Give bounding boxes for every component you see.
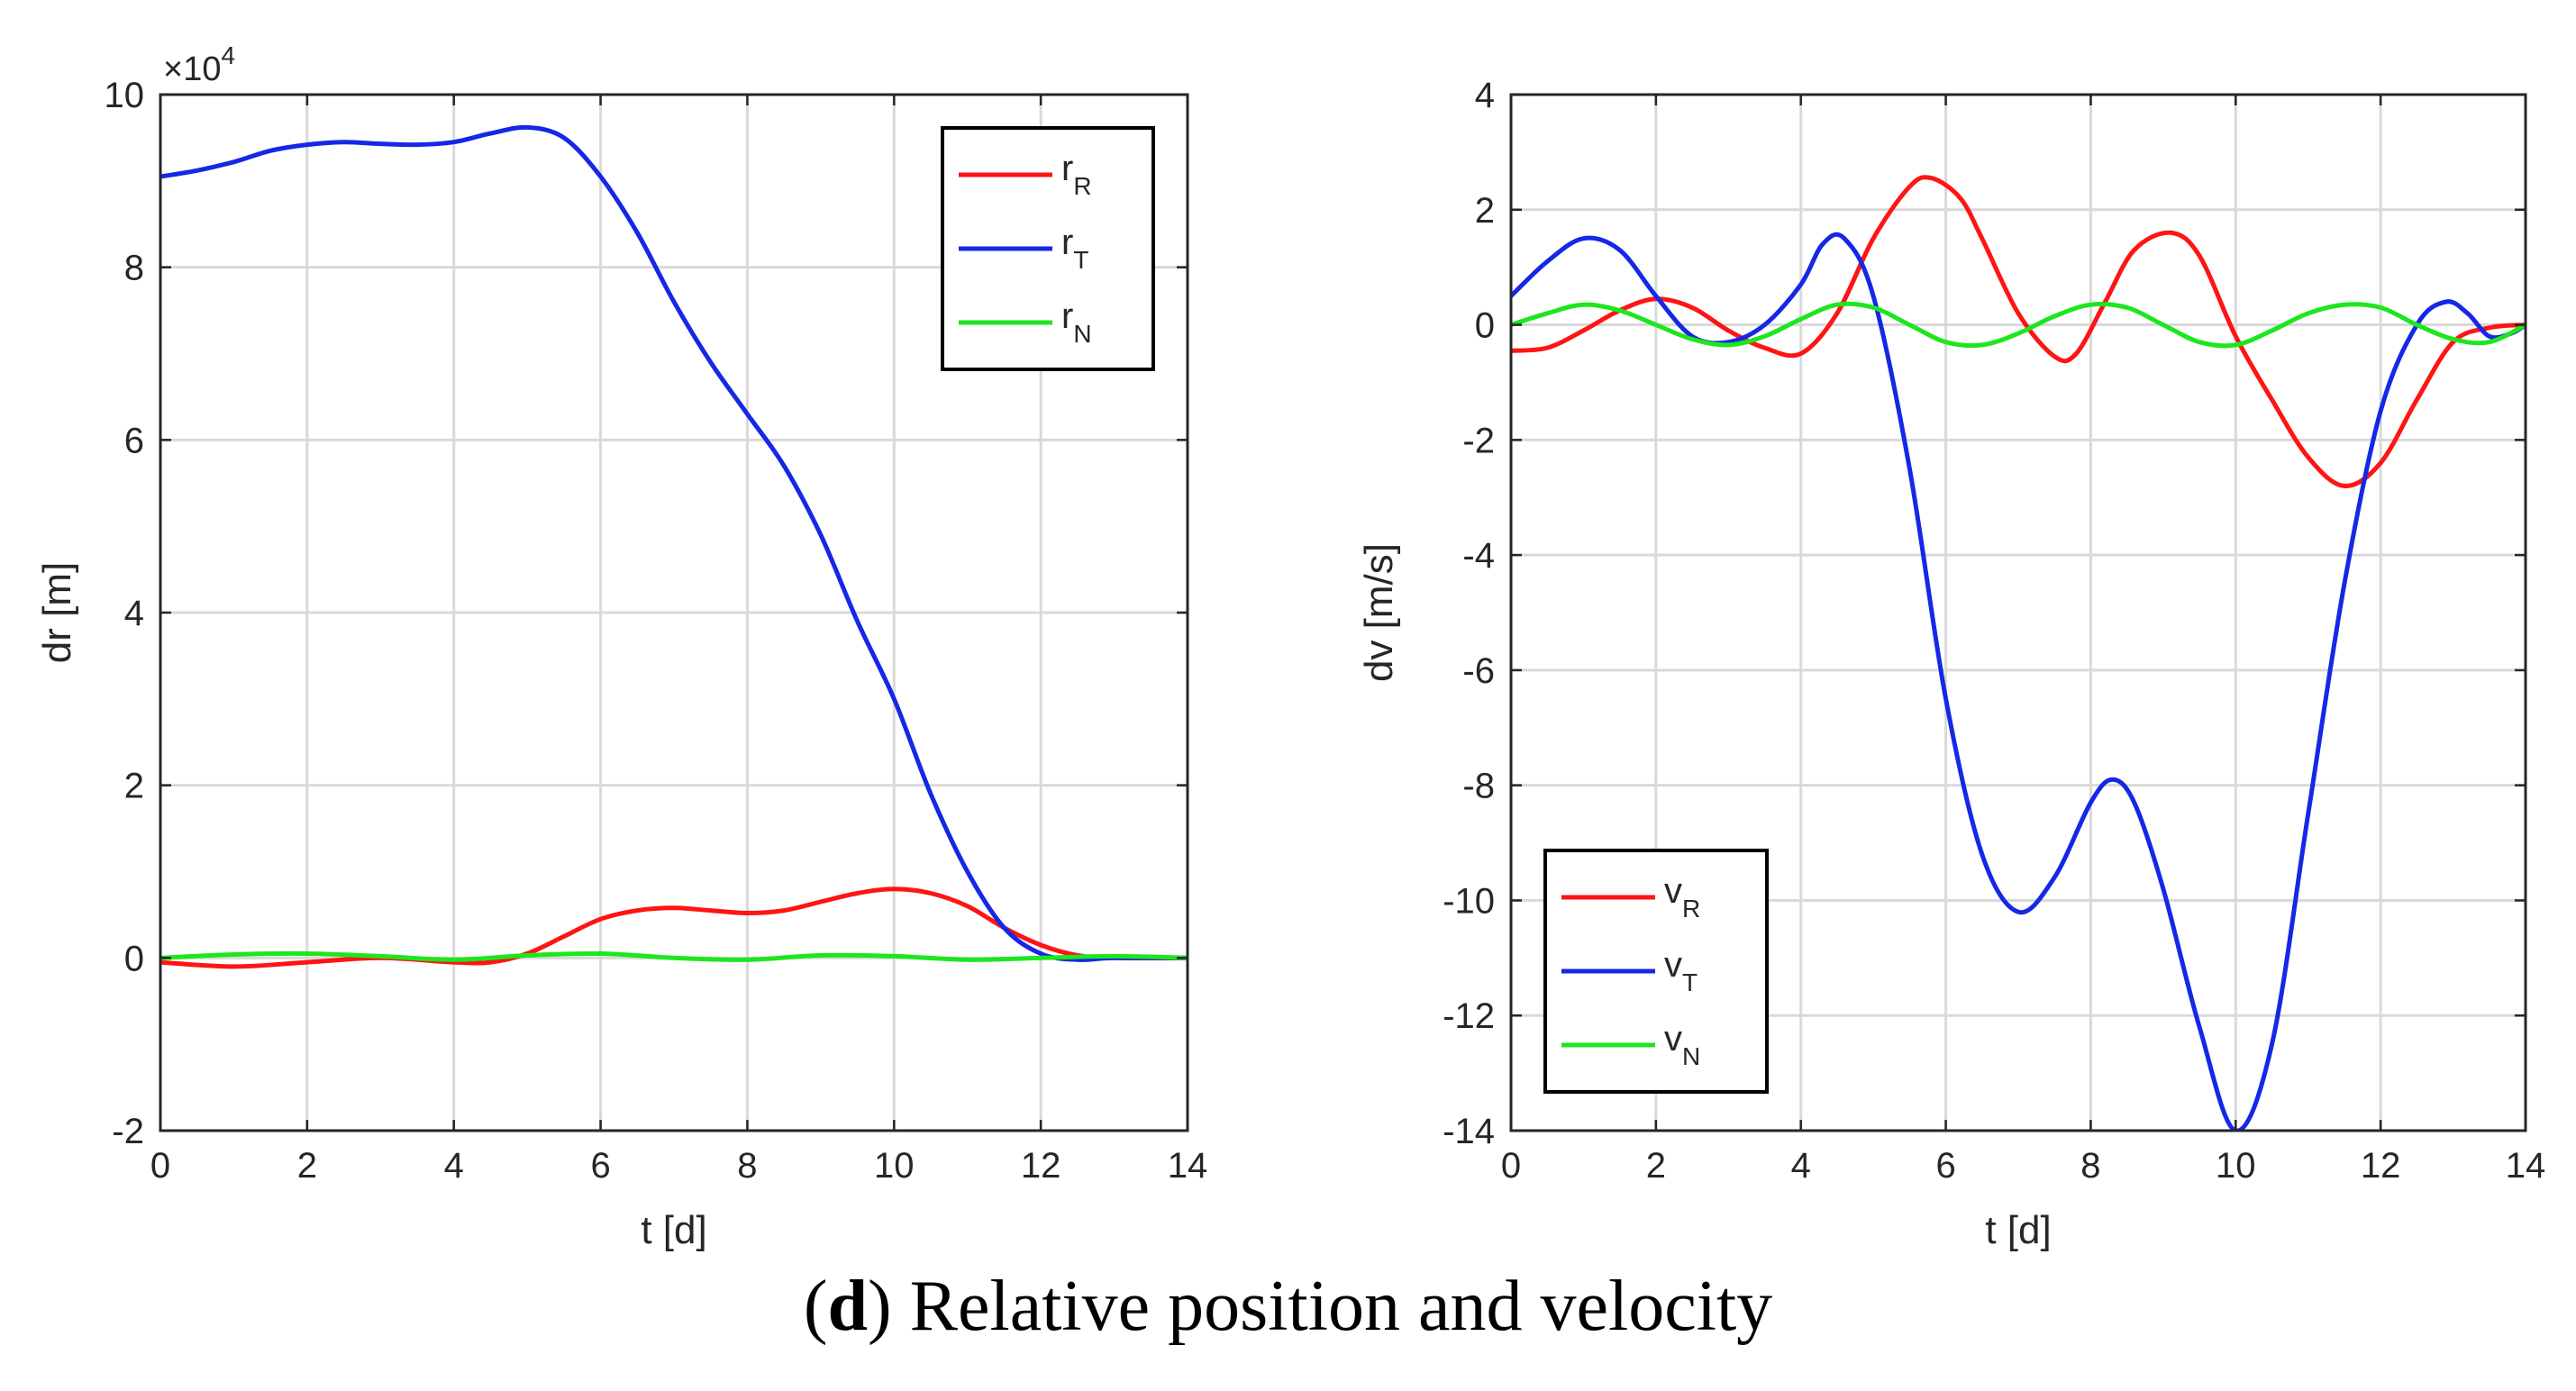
y-tick-label: 6 (124, 421, 144, 460)
velocity-chart: 0 2 4 6 8 10 12 14 -14 -12 -10 -8 -6 -4 -2 0 2 4 t [d] dv [… (1357, 76, 2545, 1252)
y-tick-label: -12 (1443, 996, 1495, 1036)
series-line-v-N (1511, 301, 2526, 349)
legend-symbol: r (1061, 223, 1073, 262)
y-tick-label: 2 (1475, 191, 1495, 231)
series-line-r-T (160, 124, 1188, 962)
legend-subscript: R (1682, 895, 1700, 923)
x-tick-label: 6 (1935, 1146, 1955, 1186)
legend-subscript: R (1073, 172, 1091, 200)
y-tick-label: -14 (1443, 1112, 1495, 1151)
x-axis-label: t [d] (1985, 1208, 2051, 1252)
y-tick-label: -2 (1462, 421, 1495, 460)
y-axis-label: dr [m] (35, 562, 79, 663)
y-scale-label: ×104 (163, 41, 235, 88)
x-tick-label: 0 (1501, 1146, 1521, 1186)
y-tick-label: -4 (1462, 536, 1495, 576)
legend-label-R: rR (1061, 149, 1092, 200)
x-tick-label: 2 (1646, 1146, 1666, 1186)
legend-label-T: rT (1061, 223, 1088, 274)
legend-label-T: vT (1664, 945, 1698, 996)
legend-label-N: vN (1664, 1019, 1700, 1070)
x-tick-label: 12 (2361, 1146, 2401, 1186)
x-axis-label: t [d] (641, 1208, 706, 1252)
legend-subscript: T (1682, 968, 1698, 996)
y-scale-exponent: 4 (221, 41, 235, 69)
x-tick-label: 10 (2216, 1146, 2256, 1186)
legend-symbol: v (1664, 1019, 1682, 1059)
y-tick-label: 2 (124, 767, 144, 806)
series-line-r-N (160, 950, 1188, 962)
y-tick-label: -2 (112, 1112, 144, 1151)
y-tick-label: -10 (1443, 881, 1495, 921)
legend-symbol: v (1664, 945, 1682, 985)
x-tick-label: 10 (874, 1146, 915, 1186)
legend-subscript: T (1073, 246, 1088, 274)
x-tick-label: 0 (150, 1146, 170, 1186)
caption-text: Relative position and velocity (909, 1267, 1773, 1346)
legend-symbol: r (1061, 296, 1073, 336)
legend-label-N: rN (1061, 296, 1092, 348)
legend-subscript: N (1073, 320, 1091, 348)
y-tick-label: 0 (1475, 306, 1495, 346)
legend-symbol: r (1061, 149, 1073, 188)
x-tick-label: 14 (1168, 1146, 1208, 1186)
series-line-v-R (1511, 175, 2526, 488)
legend-label-R: vR (1664, 871, 1700, 923)
x-tick-label: 4 (1791, 1146, 1811, 1186)
legend-symbol: v (1664, 871, 1682, 911)
x-tick-label: 8 (2080, 1146, 2100, 1186)
y-tick-label: 4 (1475, 76, 1495, 115)
x-tick-label: 8 (737, 1146, 757, 1186)
axes-box (1509, 93, 2527, 1132)
y-tick-label: 8 (124, 249, 144, 288)
x-tick-label: 2 (297, 1146, 317, 1186)
y-tick-label: 10 (105, 76, 145, 115)
series-line-v-T (1511, 232, 2526, 1131)
y-tick-label: -8 (1462, 767, 1495, 806)
x-tick-label: 14 (2506, 1146, 2546, 1186)
x-tick-label: 12 (1021, 1146, 1061, 1186)
y-tick-label: 4 (124, 594, 144, 633)
legend-subscript: N (1682, 1042, 1700, 1070)
y-tick-label: 0 (124, 939, 144, 978)
y-scale-base: ×10 (163, 50, 221, 88)
caption-letter: d (827, 1267, 868, 1346)
y-tick-label: -6 (1462, 651, 1495, 691)
x-tick-label: 6 (590, 1146, 610, 1186)
x-tick-label: 4 (444, 1146, 464, 1186)
y-axis-label: dv [m/s] (1357, 543, 1401, 682)
figure-caption: (d) Relative position and velocity (803, 1267, 1773, 1346)
